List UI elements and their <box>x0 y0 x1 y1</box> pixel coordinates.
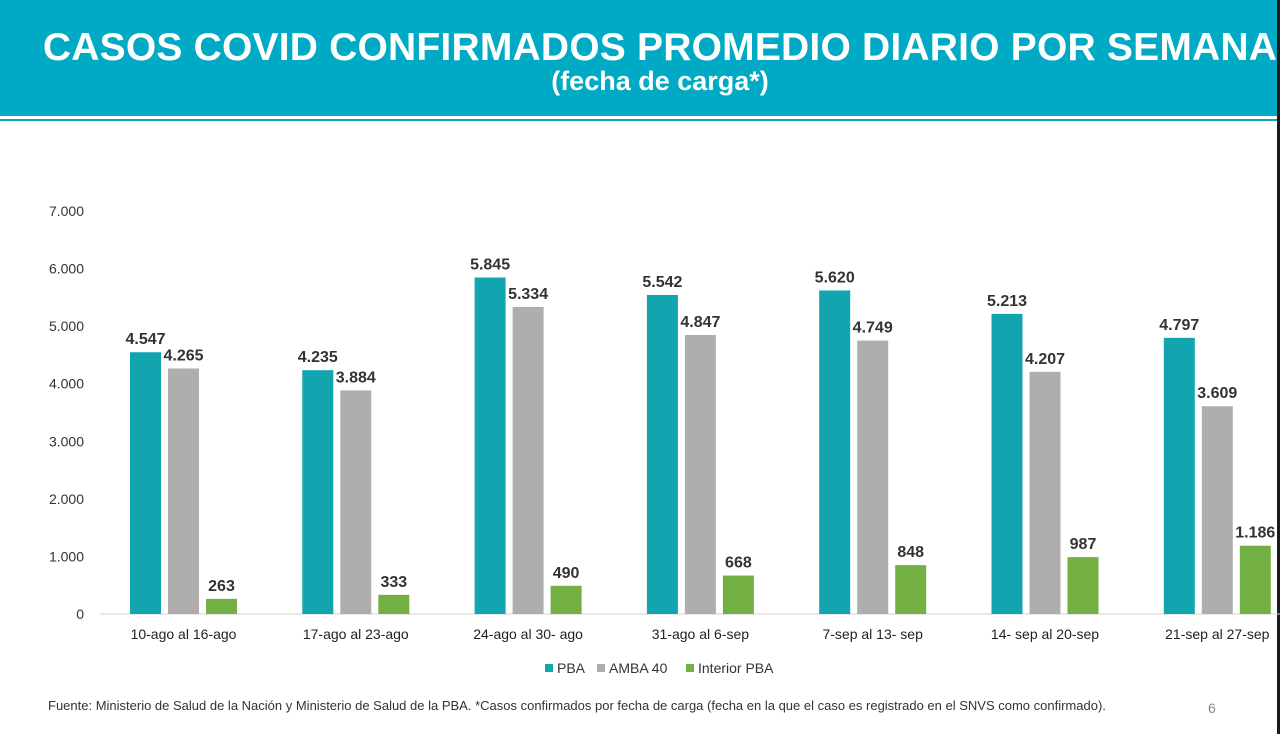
y-tick-label: 1.000 <box>49 548 84 564</box>
legend-swatch <box>686 664 694 672</box>
bar-amba-40 <box>684 334 716 614</box>
legend-label: PBA <box>557 660 586 676</box>
data-label: 4.235 <box>298 349 338 366</box>
page-subtitle: (fecha de carga*) <box>551 66 769 96</box>
bar-chart: 0 1.000 2.000 3.000 4.000 5.000 6.000 7.000 4.54… <box>49 203 1280 676</box>
page-title: CASOS COVID CONFIRMADOS PROMEDIO DIARIO … <box>42 26 1278 69</box>
window-edge <box>1277 0 1280 734</box>
x-tick-label: 10-ago al 16-ago <box>131 626 237 642</box>
x-tick-label: 31-ago al 6-sep <box>652 626 750 642</box>
data-label: 4.207 <box>1025 351 1065 368</box>
bar-amba-40 <box>340 390 372 614</box>
bar-amba-40 <box>857 340 889 614</box>
data-label: 4.749 <box>853 320 893 337</box>
bar-pba <box>302 370 334 614</box>
y-tick-label: 4.000 <box>49 376 84 392</box>
legend-label: Interior PBA <box>698 660 774 676</box>
data-label: 3.884 <box>336 369 376 386</box>
data-label: 333 <box>380 574 407 591</box>
bar-pba <box>646 294 678 614</box>
data-label: 5.845 <box>470 257 510 274</box>
data-label: 5.213 <box>987 293 1027 310</box>
legend-swatch <box>597 664 605 672</box>
data-label: 5.620 <box>815 269 855 286</box>
bar-interior-pba <box>722 575 754 614</box>
data-label: 668 <box>725 555 752 572</box>
data-label: 4.265 <box>163 347 203 364</box>
x-tick-label: 24-ago al 30- ago <box>473 626 583 642</box>
y-tick-label: 0 <box>76 606 84 622</box>
bar-pba <box>130 352 161 614</box>
bar-pba <box>1163 337 1195 614</box>
page-number: 6 <box>1208 700 1216 716</box>
bar-amba-40 <box>1029 371 1061 614</box>
data-label: 987 <box>1070 536 1097 553</box>
data-label: 4.847 <box>680 314 720 331</box>
bar-amba-40 <box>1201 406 1233 614</box>
data-label: 490 <box>553 565 580 582</box>
x-tick-label: 7-sep al 13- sep <box>822 626 923 642</box>
y-tick-label: 3.000 <box>49 433 84 449</box>
banner-divider <box>0 119 1280 121</box>
bar-amba-40 <box>512 306 544 614</box>
x-tick-label: 14- sep al 20-sep <box>991 626 1099 642</box>
bar-pba <box>474 277 506 614</box>
y-tick-label: 5.000 <box>49 318 84 334</box>
bar-interior-pba <box>378 594 410 614</box>
data-label: 3.609 <box>1197 385 1237 402</box>
bar-pba <box>991 313 1023 614</box>
bar-interior-pba <box>550 585 582 614</box>
x-tick-label: 21-sep al 27-sep <box>1165 626 1270 642</box>
data-label: 1.186 <box>1235 525 1275 542</box>
bar-amba-40 <box>168 368 199 614</box>
data-label: 4.797 <box>1159 317 1199 334</box>
bar-interior-pba <box>1067 557 1099 614</box>
source-note: Fuente: Ministerio de Salud de la Nación… <box>48 698 1106 713</box>
data-label: 263 <box>208 578 235 595</box>
bar-interior-pba <box>206 598 237 614</box>
data-label: 848 <box>897 544 924 561</box>
data-label: 4.547 <box>125 331 165 348</box>
bar-interior-pba <box>1239 545 1271 614</box>
y-tick-label: 2.000 <box>49 491 84 507</box>
x-tick-label: 17-ago al 23-ago <box>303 626 409 642</box>
title-banner <box>0 0 1280 116</box>
bar-pba <box>819 290 851 614</box>
bar-interior-pba <box>895 565 927 614</box>
y-tick-label: 7.000 <box>49 203 84 219</box>
legend-label: AMBA 40 <box>609 660 668 676</box>
y-tick-label: 6.000 <box>49 261 84 277</box>
data-label: 5.542 <box>642 274 682 291</box>
data-label: 5.334 <box>508 286 548 303</box>
legend-swatch <box>545 664 553 672</box>
